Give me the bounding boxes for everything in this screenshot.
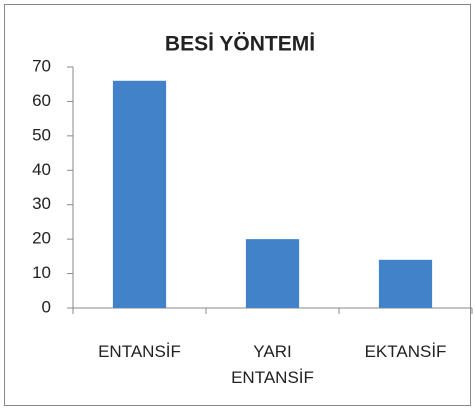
chart-title: BESİ YÖNTEMİ xyxy=(165,33,315,56)
x-tick-label: YARI ENTANSİF xyxy=(231,342,314,387)
y-tick-label: 50 xyxy=(32,125,51,144)
chart-frame xyxy=(4,4,471,406)
y-tick-label: 20 xyxy=(32,229,51,248)
y-tick-label: 40 xyxy=(32,160,51,179)
bar xyxy=(112,80,167,309)
y-tick-label: 30 xyxy=(32,194,51,213)
bar xyxy=(378,259,433,308)
x-tick-label: ENTANSİF xyxy=(98,342,181,361)
bar xyxy=(245,239,300,308)
y-tick-label: 60 xyxy=(32,91,51,110)
y-tick-label: 70 xyxy=(32,56,51,75)
x-tick-label: EKTANSİF xyxy=(364,342,447,361)
y-tick-label: 10 xyxy=(32,263,51,282)
y-tick-label: 0 xyxy=(42,297,51,316)
